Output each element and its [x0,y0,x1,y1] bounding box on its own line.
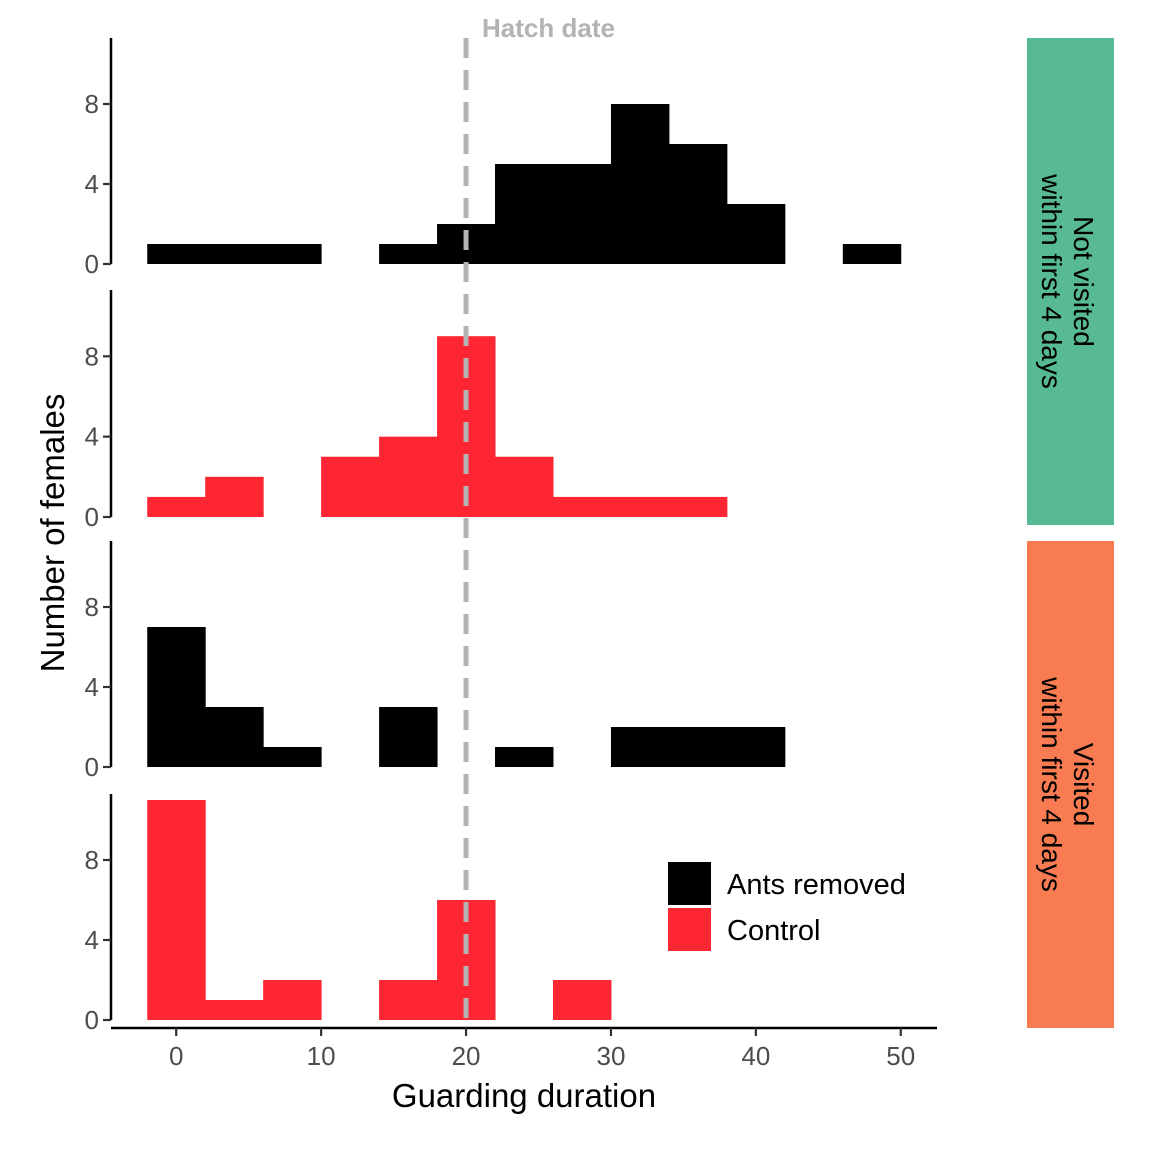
facet-strip-label-line: Visited [1068,743,1099,827]
y-tick-label: 0 [85,502,99,532]
y-tick-label: 4 [85,169,99,199]
y-tick-label: 4 [85,672,99,702]
histogram-bar [263,244,322,264]
x-tick-label: 50 [886,1041,915,1071]
histogram-bar [263,747,322,767]
histogram-bar [205,1000,264,1020]
histogram-bar [552,496,612,517]
histogram-bar [495,747,554,767]
y-tick-label: 0 [85,1005,99,1035]
y-tick-label: 4 [85,422,99,452]
legend-label: Control [727,915,821,947]
panel-2: 0 4 8 [85,290,728,532]
histogram-bar [379,980,438,1020]
histogram-bar [147,244,206,264]
hatch-date-label: Hatch date [482,13,615,43]
histogram-bar [495,164,554,264]
y-tick-label: 8 [85,341,99,371]
histogram-bar [263,980,322,1020]
panel-4: 0 4 8 [85,794,612,1035]
y-tick-label: 8 [85,592,99,622]
histogram-bar [668,727,728,767]
histogram-bar [610,496,670,517]
histogram-bar [726,727,786,767]
x-tick-label: 20 [452,1041,481,1071]
facet-strip-label-line: within first 4 days [1036,173,1067,389]
legend-label: Ants removed [727,869,906,901]
legend-swatch [668,862,711,905]
facet-strip-label: Visitedwithin first 4 days [1036,676,1099,892]
histogram-bar [379,707,438,767]
x-tick-label: 30 [596,1041,625,1071]
facet-strip-label-line: Not visited [1068,216,1099,347]
facet-strip-label-line: within first 4 days [1036,676,1067,892]
x-tick-label: 10 [307,1041,336,1071]
histogram-bar [668,144,728,264]
panel-3: 0 4 8 [85,541,786,782]
facet-strip-label: Not visitedwithin first 4 days [1036,173,1099,389]
legend-swatch [668,908,711,951]
histogram-bar [379,244,438,264]
histogram-bar [610,104,670,264]
y-tick-label: 0 [85,752,99,782]
x-tick-label: 0 [169,1041,183,1071]
y-tick-label: 0 [85,249,99,279]
histogram-bar [668,496,728,517]
histogram-bar [205,476,264,517]
facet-strip-background [1027,38,1114,525]
histogram-bar [552,980,612,1020]
histogram-bar [147,496,206,517]
histogram-bar [842,244,902,264]
histogram-bar [205,244,264,264]
facet-strip-2: Visitedwithin first 4 days [1027,541,1114,1028]
y-axis-title: Number of females [34,394,71,673]
histogram-bar [495,456,554,517]
y-tick-label: 8 [85,845,99,875]
histogram-bar [726,204,786,264]
legend: Ants removed Control [668,862,906,951]
y-tick-label: 8 [85,89,99,119]
histogram-bar [147,627,206,767]
facet-strip-1: Not visitedwithin first 4 days [1027,38,1114,525]
histogram-bar [147,800,206,1020]
x-tick-label: 40 [741,1041,770,1071]
panel-1: 0 4 8 [85,38,902,279]
histogram-bar [379,436,438,517]
histogram-bar [205,707,264,767]
y-tick-label: 4 [85,925,99,955]
x-axis-title: Guarding duration [392,1077,656,1114]
histogram-bar [552,164,612,264]
histogram-bar [610,727,670,767]
histogram-bar [321,456,380,517]
facet-strip-background [1027,541,1114,1028]
